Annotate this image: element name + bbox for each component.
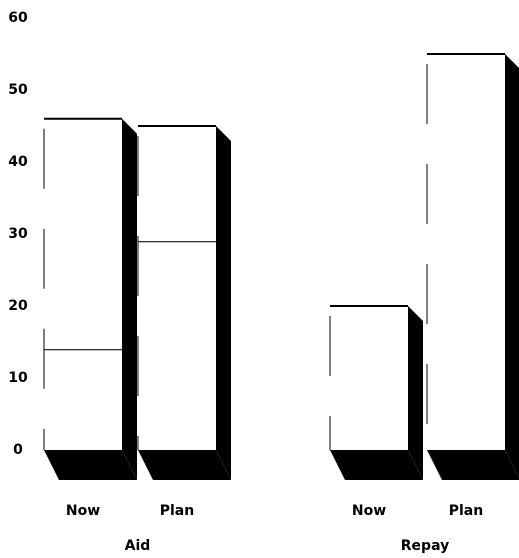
bar-segment bbox=[44, 118, 122, 350]
bar-segment bbox=[138, 241, 216, 450]
bar-shadow bbox=[330, 450, 423, 480]
group-label: Repay bbox=[401, 538, 449, 554]
x-tick-label: Now bbox=[352, 503, 386, 519]
y-tick-label: 20 bbox=[8, 298, 28, 314]
bar-segment bbox=[138, 126, 216, 242]
bar-segment bbox=[330, 306, 408, 450]
x-tick-label: Plan bbox=[449, 503, 483, 519]
y-tick-label: 0 bbox=[13, 442, 23, 458]
bar-shadow bbox=[44, 450, 137, 480]
group-label: Aid bbox=[125, 538, 151, 554]
y-tick-label: 10 bbox=[8, 370, 28, 386]
y-tick-label: 30 bbox=[8, 226, 28, 242]
y-tick-label: 50 bbox=[8, 82, 28, 98]
bar-shadow bbox=[427, 450, 519, 480]
y-tick-label: 60 bbox=[8, 10, 28, 26]
bar-shadow bbox=[122, 118, 137, 481]
bar-segment bbox=[427, 54, 505, 450]
bar-segment bbox=[44, 349, 122, 450]
y-tick-label: 40 bbox=[8, 154, 28, 170]
x-tick-label: Now bbox=[66, 503, 100, 519]
bar-shadow bbox=[216, 126, 231, 480]
bar-shadow bbox=[505, 54, 519, 478]
x-tick-label: Plan bbox=[160, 503, 194, 519]
bar-shadow bbox=[138, 450, 231, 480]
bar-shadow bbox=[408, 306, 423, 480]
